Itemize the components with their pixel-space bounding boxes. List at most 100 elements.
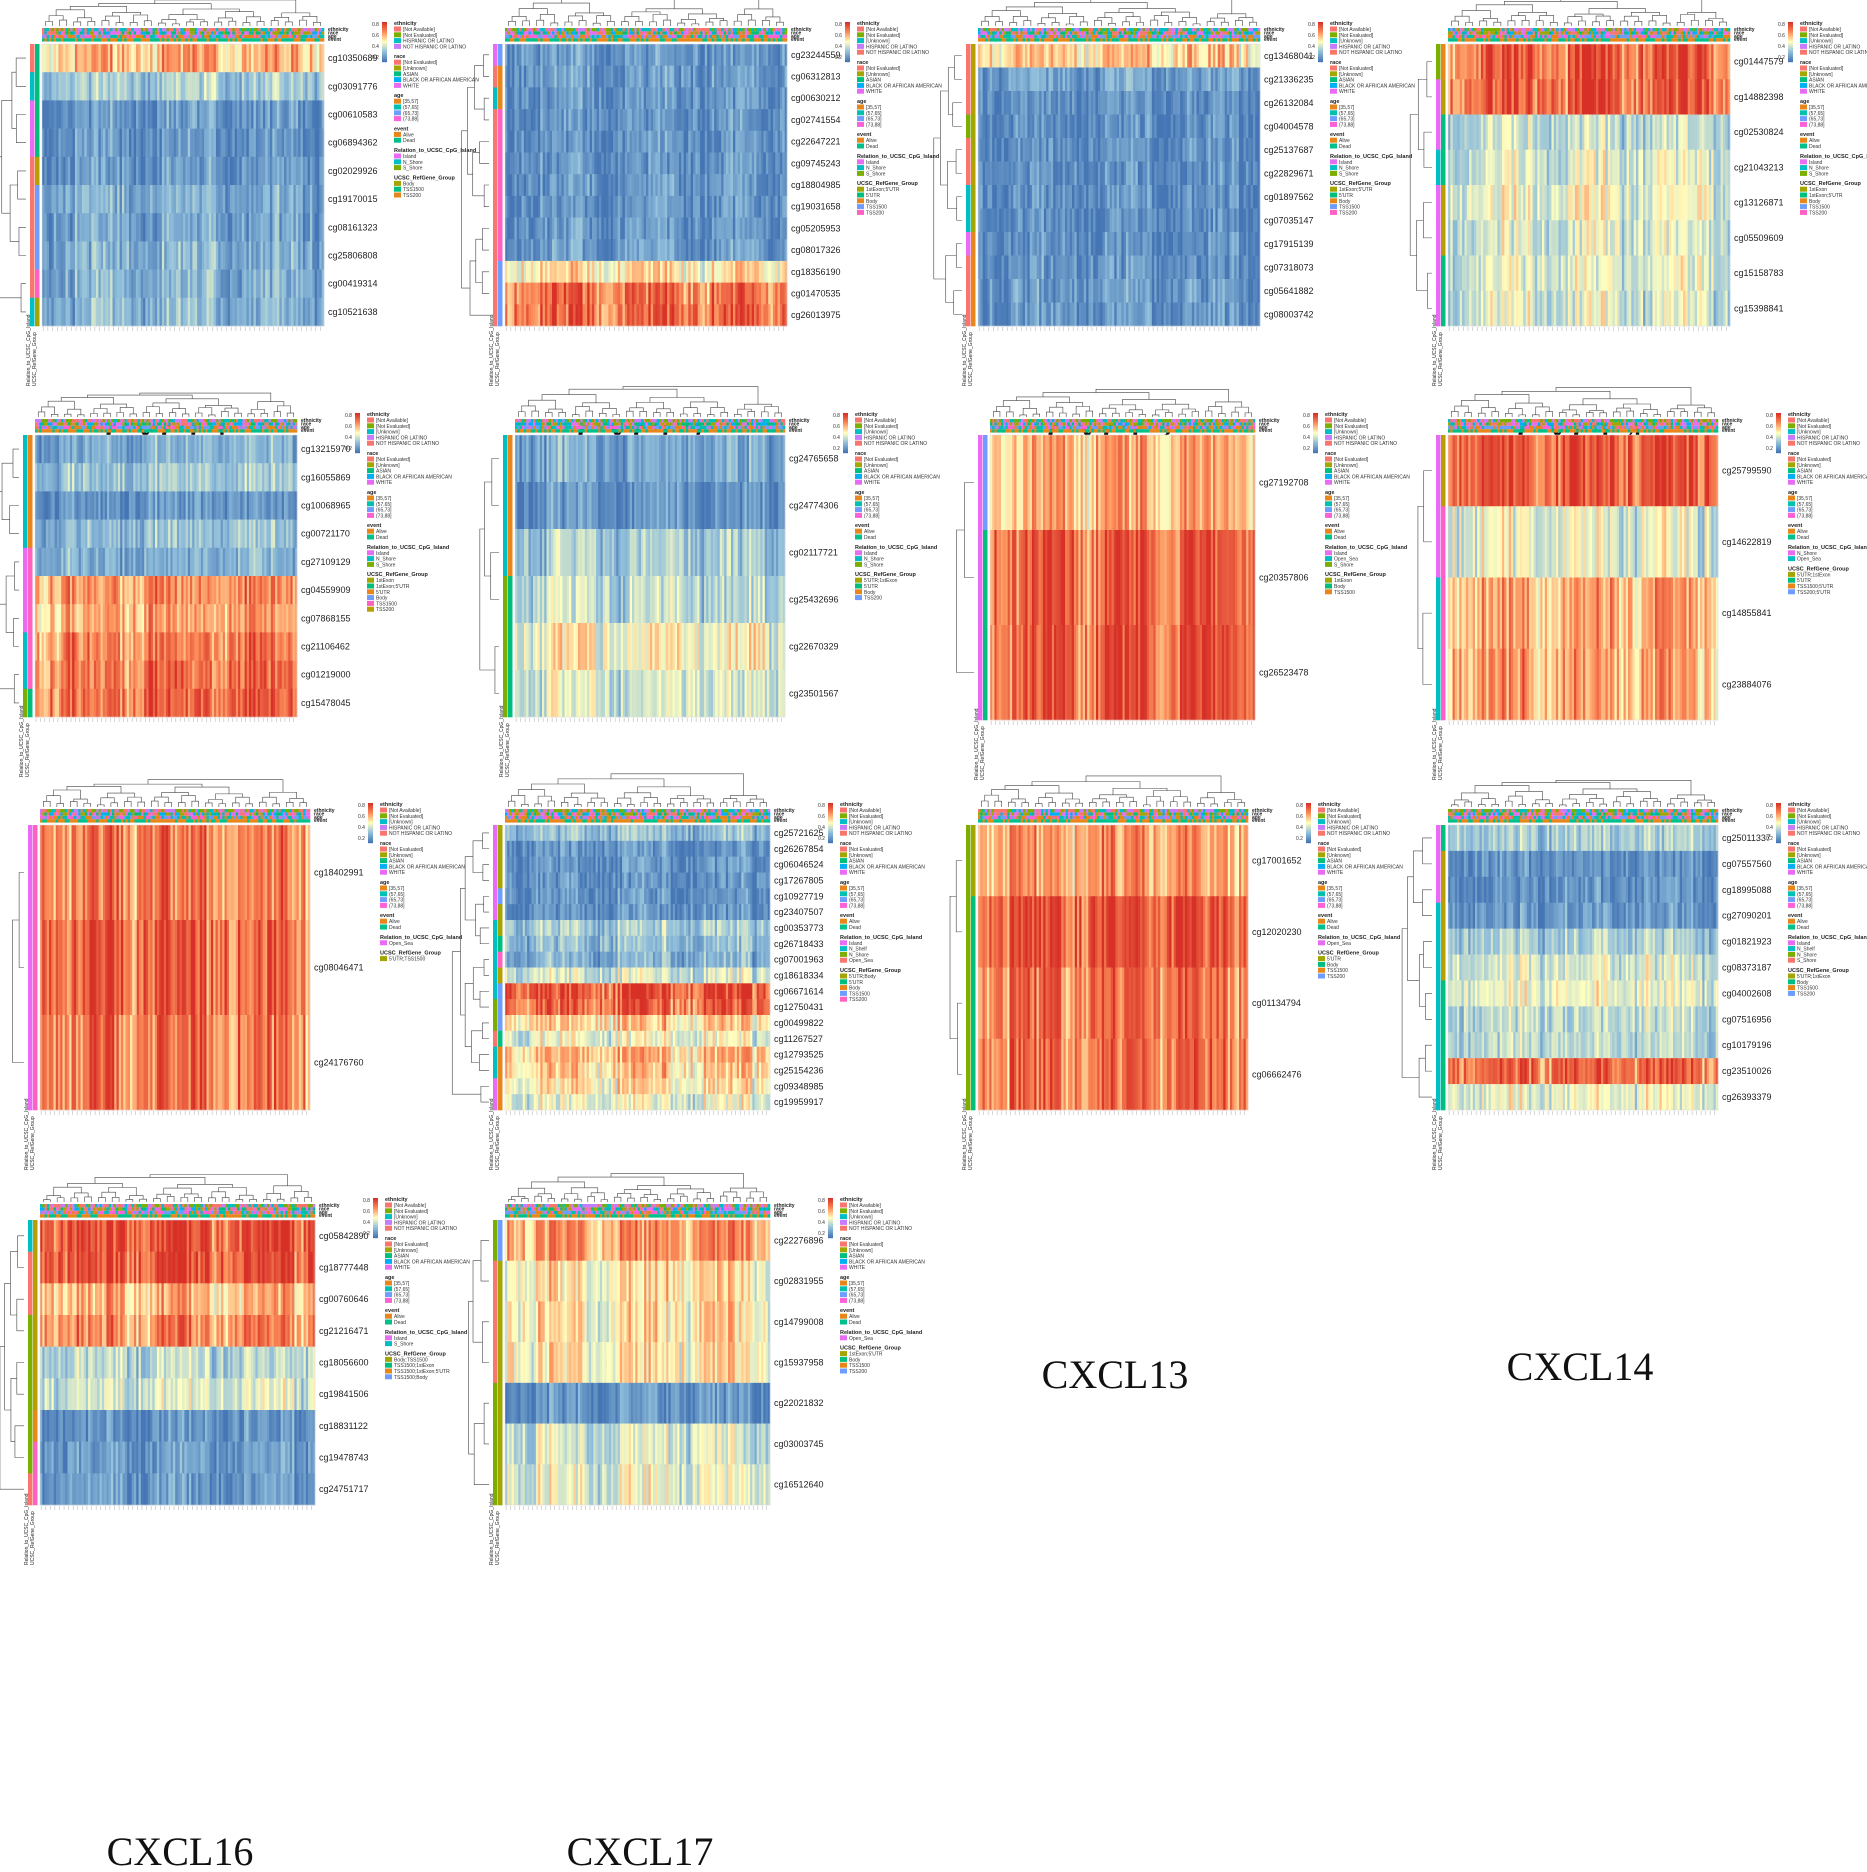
heatmap-cell xyxy=(258,213,261,242)
heatmap-cell xyxy=(1116,91,1120,115)
heatmap-cell xyxy=(533,130,536,153)
heatmap-cell xyxy=(530,239,534,262)
heatmap-cell xyxy=(1231,91,1235,115)
heatmap-cell xyxy=(1039,185,1042,209)
heatmap-cell xyxy=(131,241,134,270)
heatmap-cell xyxy=(1111,302,1115,327)
heatmap-cell xyxy=(509,130,513,153)
heatmap-cell xyxy=(754,65,757,88)
heatmap-cell xyxy=(507,217,510,240)
heatmap-cell xyxy=(321,44,325,73)
heatmap-cell xyxy=(124,241,127,270)
heatmap-cell xyxy=(782,217,785,240)
heatmap-cell xyxy=(305,185,308,214)
heatmap-cell xyxy=(505,195,508,218)
heatmap-cell xyxy=(84,185,87,214)
heatmap-cell xyxy=(992,138,995,162)
heatmap-cell xyxy=(709,304,713,327)
heatmap-cell xyxy=(1114,67,1117,92)
legend-swatch xyxy=(394,131,401,137)
heatmap-cell xyxy=(1591,149,1594,186)
heatmap-cell xyxy=(1184,91,1188,115)
heatmap-cell xyxy=(119,185,123,214)
heatmap-cell xyxy=(678,44,682,66)
heatmap-cell xyxy=(1198,302,1202,327)
heatmap-cell xyxy=(230,72,233,101)
heatmap-cell xyxy=(1100,185,1103,209)
heatmap-cell xyxy=(298,72,301,101)
heatmap-cell xyxy=(1079,67,1082,92)
annotation-legend: ethnicity[Not Available][Not Evaluated][… xyxy=(1330,21,1415,216)
heatmap-cell xyxy=(1060,255,1063,280)
heatmap-cell xyxy=(1184,279,1188,303)
heatmap-cell xyxy=(568,109,572,132)
heatmap-cell xyxy=(1039,138,1042,162)
heatmap-cell xyxy=(286,213,290,242)
heatmap-cell xyxy=(234,156,238,186)
heatmap-cell xyxy=(634,260,637,283)
heatmap-cell xyxy=(784,130,788,153)
heatmap-cell xyxy=(1628,149,1632,186)
heatmap-cell xyxy=(81,44,85,73)
heatmap-cell xyxy=(234,44,238,73)
heatmap-cell xyxy=(77,44,80,73)
heatmap-cell xyxy=(1175,185,1179,209)
heatmap-cell xyxy=(1166,185,1169,209)
heatmap-cell xyxy=(114,241,118,270)
heatmap-cell xyxy=(1711,149,1714,186)
heatmap-cell xyxy=(575,65,579,88)
heatmap-cell xyxy=(660,65,663,88)
heatmap-cell xyxy=(1046,208,1049,233)
heatmap-cell xyxy=(1217,44,1221,68)
heatmap-cell xyxy=(218,100,221,129)
heatmap-cell xyxy=(603,260,607,283)
heatmap-cell xyxy=(723,152,727,175)
heatmap-cell xyxy=(683,44,687,66)
heatmap-cell xyxy=(1072,67,1075,92)
heatmap-cell xyxy=(601,152,604,175)
heatmap-cell xyxy=(1238,161,1242,186)
heatmap-cell xyxy=(761,87,764,110)
heatmap-cell xyxy=(138,156,141,186)
heatmap-cell xyxy=(1137,138,1141,162)
heatmap-cell xyxy=(1074,232,1077,256)
heatmap-cell xyxy=(63,241,66,270)
heatmap-cell xyxy=(589,87,593,110)
heatmap-cell xyxy=(568,44,572,66)
heatmap-cell xyxy=(91,128,94,158)
heatmap-cell xyxy=(1191,161,1195,186)
heatmap-cell xyxy=(566,65,569,88)
heatmap-cell xyxy=(718,174,722,197)
heatmap-cell xyxy=(222,269,226,299)
heatmap-cell xyxy=(1697,79,1700,115)
heatmap-cell xyxy=(584,65,588,88)
heatmap-cell xyxy=(1243,302,1247,327)
heatmap-cell xyxy=(1060,114,1063,139)
heatmap-cell xyxy=(674,87,677,110)
heatmap-cell xyxy=(1017,91,1021,115)
heatmap-cell xyxy=(65,185,69,214)
heatmap-cell xyxy=(676,44,680,66)
heatmap-cell xyxy=(1097,185,1101,209)
heatmap-cell xyxy=(1600,149,1604,186)
heatmap-cell xyxy=(46,213,50,242)
heatmap-cell xyxy=(563,65,567,88)
heatmap-cell xyxy=(1725,79,1728,115)
heatmap-cell xyxy=(1036,67,1040,92)
heatmap-cell xyxy=(707,282,710,305)
heatmap-cell xyxy=(1022,232,1026,256)
heatmap-cell xyxy=(147,297,151,327)
heatmap-cell xyxy=(312,269,315,299)
heatmap-cell xyxy=(1189,208,1193,233)
heatmap-cell xyxy=(1114,208,1117,233)
heatmap-cell xyxy=(1173,91,1176,115)
heatmap-cell xyxy=(577,195,581,218)
heatmap-cell xyxy=(269,156,273,186)
heatmap-cell xyxy=(281,241,285,270)
heatmap-cell xyxy=(552,130,555,153)
heatmap-cell xyxy=(1039,302,1042,327)
heatmap-cell xyxy=(1243,114,1247,139)
heatmap-cell xyxy=(300,128,304,158)
heatmap-cell xyxy=(657,174,661,197)
heatmap-cell xyxy=(1706,114,1710,151)
